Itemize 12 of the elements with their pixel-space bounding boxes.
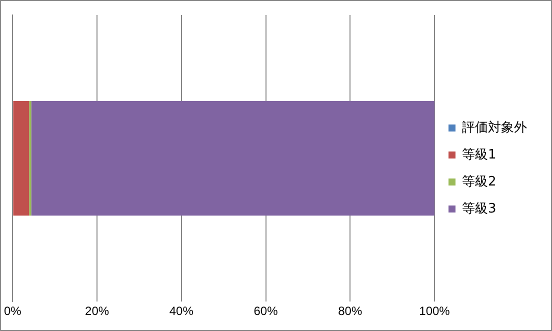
- legend-label: 評価対象外: [462, 119, 527, 136]
- x-tick-label: 20%: [85, 304, 110, 318]
- legend-label: 等級3: [462, 201, 496, 216]
- x-tick-label: 0%: [4, 304, 22, 318]
- legend-label: 等級2: [462, 174, 496, 190]
- bar: [31, 100, 434, 216]
- x-tick-label: 100%: [419, 304, 450, 318]
- bar: [13, 100, 30, 216]
- x-tick-label: 60%: [254, 304, 278, 318]
- x-tick-label: 80%: [338, 304, 362, 318]
- x-tick-label: 40%: [169, 304, 194, 318]
- legend-label: 等級1: [462, 147, 496, 162]
